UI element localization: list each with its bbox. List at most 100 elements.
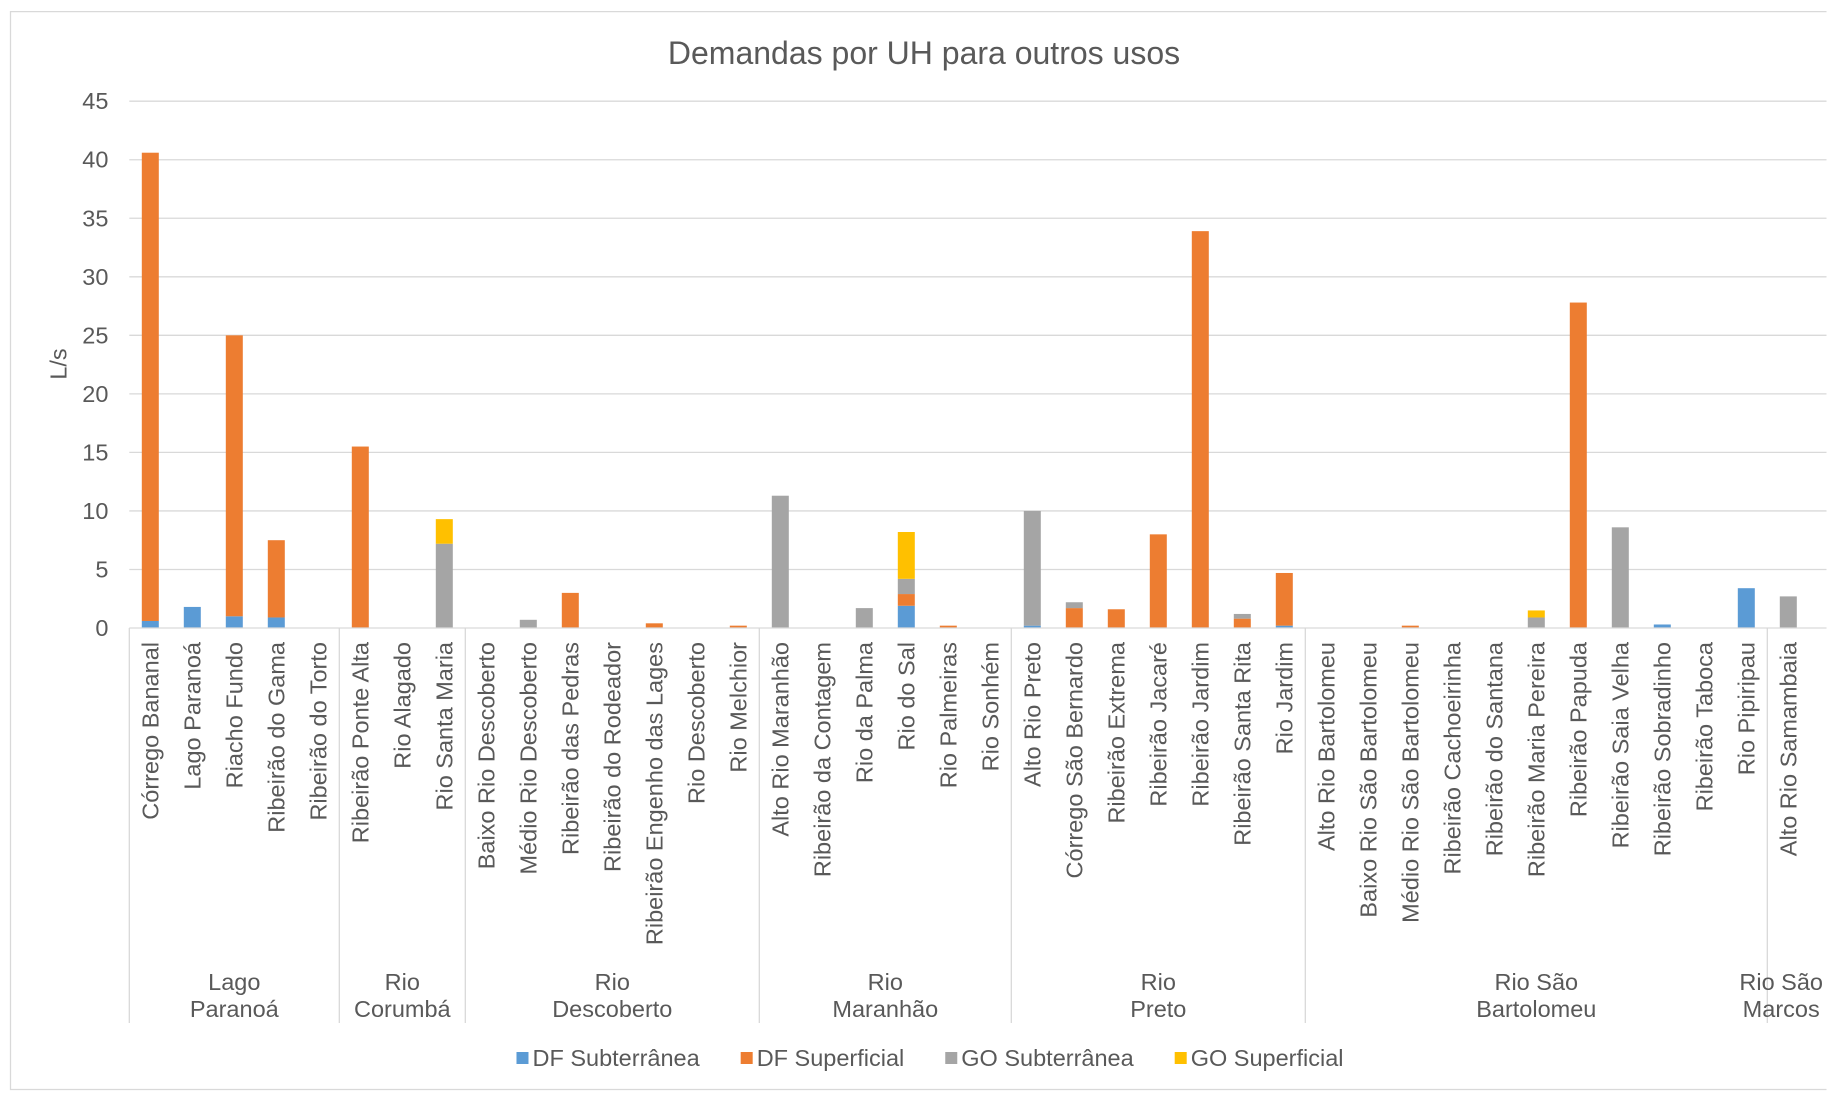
x-tick-label: Córrego Bananal (137, 642, 163, 820)
category-axis (128, 627, 1827, 1023)
group-label: Rio (595, 969, 630, 995)
bar-segment-df-subterranea (1275, 625, 1293, 628)
legend-label: DF Superficial (757, 1045, 905, 1071)
x-tick-label: Médio Rio São Bartolomeu (1397, 642, 1423, 923)
x-tick-label: Ribeirão do Santana (1481, 641, 1507, 856)
chart-border (9, 10, 1827, 1091)
bars (141, 152, 1797, 629)
bar-segment-df-superficial (1107, 609, 1125, 628)
x-tick-label: Baixo Rio São Bartolomeu (1355, 642, 1381, 918)
x-tick-label: Riacho Fundo (221, 642, 247, 788)
bar-segment-df-superficial (1569, 302, 1587, 628)
x-tick-label: Ribeirão Cachoeirinha (1439, 641, 1465, 874)
x-tick-label: Ribeirão do Torto (305, 642, 331, 821)
x-tick-label: Rio Jardim (1271, 642, 1297, 754)
bar-segment-df-superficial (351, 446, 369, 628)
legend-swatch (740, 1052, 753, 1064)
bar-segment-df-subterranea (897, 605, 915, 628)
group-label: Maranhão (832, 996, 938, 1022)
x-tick-label: Ribeirão das Pedras (557, 642, 583, 855)
x-tick-label: Ribeirão do Rodeador (599, 642, 625, 872)
bar-segment-df-superficial (1065, 608, 1083, 628)
legend-label: GO Subterrânea (961, 1045, 1134, 1071)
bar-segment-df-superficial (729, 625, 747, 628)
bar-segment-df-subterranea (267, 617, 285, 628)
x-tick-label: Ribeirão Sobradinho (1649, 642, 1675, 856)
y-tick-label: 40 (82, 147, 108, 173)
bar-segment-df-subterranea (1737, 588, 1755, 628)
x-tick-label: Rio Palmeiras (935, 642, 961, 788)
bar-segment-df-superficial (561, 592, 579, 628)
group-label: Lago (208, 969, 260, 995)
x-tick-label: Ribeirão Engenho das Lages (641, 642, 667, 945)
x-tick-label: Rio Pipiripau (1733, 642, 1759, 775)
y-tick-label: 0 (95, 615, 108, 641)
gridlines (129, 100, 1827, 571)
x-tick-label: Alto Rio Maranhão (767, 642, 793, 837)
bar-segment-go-subterranea (519, 619, 537, 628)
bar-segment-df-superficial (225, 335, 243, 617)
x-tick-label: Rio Melchior (725, 642, 751, 773)
x-tick-label: Médio Rio Descoberto (515, 642, 541, 875)
x-tick-label: Ribeirão do Gama (263, 641, 289, 833)
bar-segment-df-subterranea (183, 606, 201, 628)
bar-segment-go-superficial (897, 532, 915, 579)
x-tick-label: Rio Santa Maria (431, 641, 457, 810)
group-label: Corumbá (354, 996, 452, 1022)
bar-segment-df-superficial (267, 540, 285, 618)
chart-title: Demandas por UH para outros usos (668, 35, 1180, 71)
group-label: Rio (1141, 969, 1176, 995)
x-tick-label: Rio Descoberto (683, 642, 709, 804)
x-tick-label: Ribeirão da Contagem (809, 642, 835, 877)
y-tick-label: 5 (95, 556, 108, 582)
y-tick-label: 20 (82, 381, 108, 407)
x-tick-label: Alto Rio Preto (1019, 642, 1045, 787)
bar-segment-go-subterranea (1233, 613, 1251, 619)
legend-item-df-subterranea: DF Subterrânea (516, 1045, 701, 1071)
x-tick-label: Córrego São Bernardo (1061, 642, 1087, 878)
y-tick-label: 25 (82, 322, 108, 348)
x-tick-label: Ribeirão Papuda (1565, 641, 1591, 817)
bar-segment-go-subterranea (1779, 596, 1797, 628)
bar-segment-go-superficial (1527, 610, 1545, 618)
group-label: Rio (385, 969, 420, 995)
x-tick-label: Rio Alagado (389, 642, 415, 769)
legend-item-df-superficial: DF Superficial (740, 1045, 905, 1071)
x-tick-label: Baixo Rio Descoberto (473, 642, 499, 869)
bar-segment-go-subterranea (897, 578, 915, 595)
x-tick-label: Alto Rio Samambaia (1775, 641, 1801, 856)
x-tick-label: Ribeirão Saia Velha (1607, 641, 1633, 848)
group-label: Rio São (1494, 969, 1578, 995)
x-tick-label: Ribeirão Taboca (1691, 641, 1717, 811)
axis-labels: 0 5 10 15 20 25 30 35 40 45 Córrego Bananal Lago Pa… (82, 88, 1823, 1022)
legend-item-go-subterranea: GO Subterrânea (945, 1045, 1135, 1071)
bar-segment-df-superficial (1191, 231, 1209, 629)
bar-segment-df-subterranea (141, 620, 159, 628)
legend-label: GO Superficial (1191, 1045, 1344, 1071)
y-tick-label: 35 (82, 205, 108, 231)
bar-segment-df-superficial (1149, 534, 1167, 628)
y-tick-label: 10 (82, 498, 108, 524)
group-label: Marcos (1743, 996, 1820, 1022)
legend-label: DF Subterrânea (532, 1045, 700, 1071)
x-tick-label: Ribeirão Ponte Alta (347, 641, 373, 843)
bar-segment-go-subterranea (855, 608, 873, 628)
x-tick-label: Ribeirão Extrema (1103, 641, 1129, 823)
x-tick-label: Ribeirão Jardim (1187, 642, 1213, 807)
bar-segment-df-superficial (939, 625, 957, 628)
bar-segment-go-superficial (435, 519, 453, 544)
x-tick-label: Ribeirão Jacaré (1145, 642, 1171, 807)
x-tick-label: Ribeirão Santa Rita (1229, 641, 1255, 846)
y-axis-title: L/s (45, 348, 71, 379)
y-tick-label: 15 (82, 439, 108, 465)
legend-swatch (945, 1052, 958, 1064)
y-tick-label: 45 (82, 88, 108, 114)
group-label: Paranoá (190, 996, 280, 1022)
x-tick-label: Rio do Sal (893, 642, 919, 750)
group-label: Rio São (1739, 969, 1823, 995)
y-tick-label: 30 (82, 264, 108, 290)
bar-segment-df-superficial (141, 152, 159, 621)
bar-segment-go-subterranea (1023, 510, 1041, 626)
x-tick-label: Rio da Palma (851, 641, 877, 783)
